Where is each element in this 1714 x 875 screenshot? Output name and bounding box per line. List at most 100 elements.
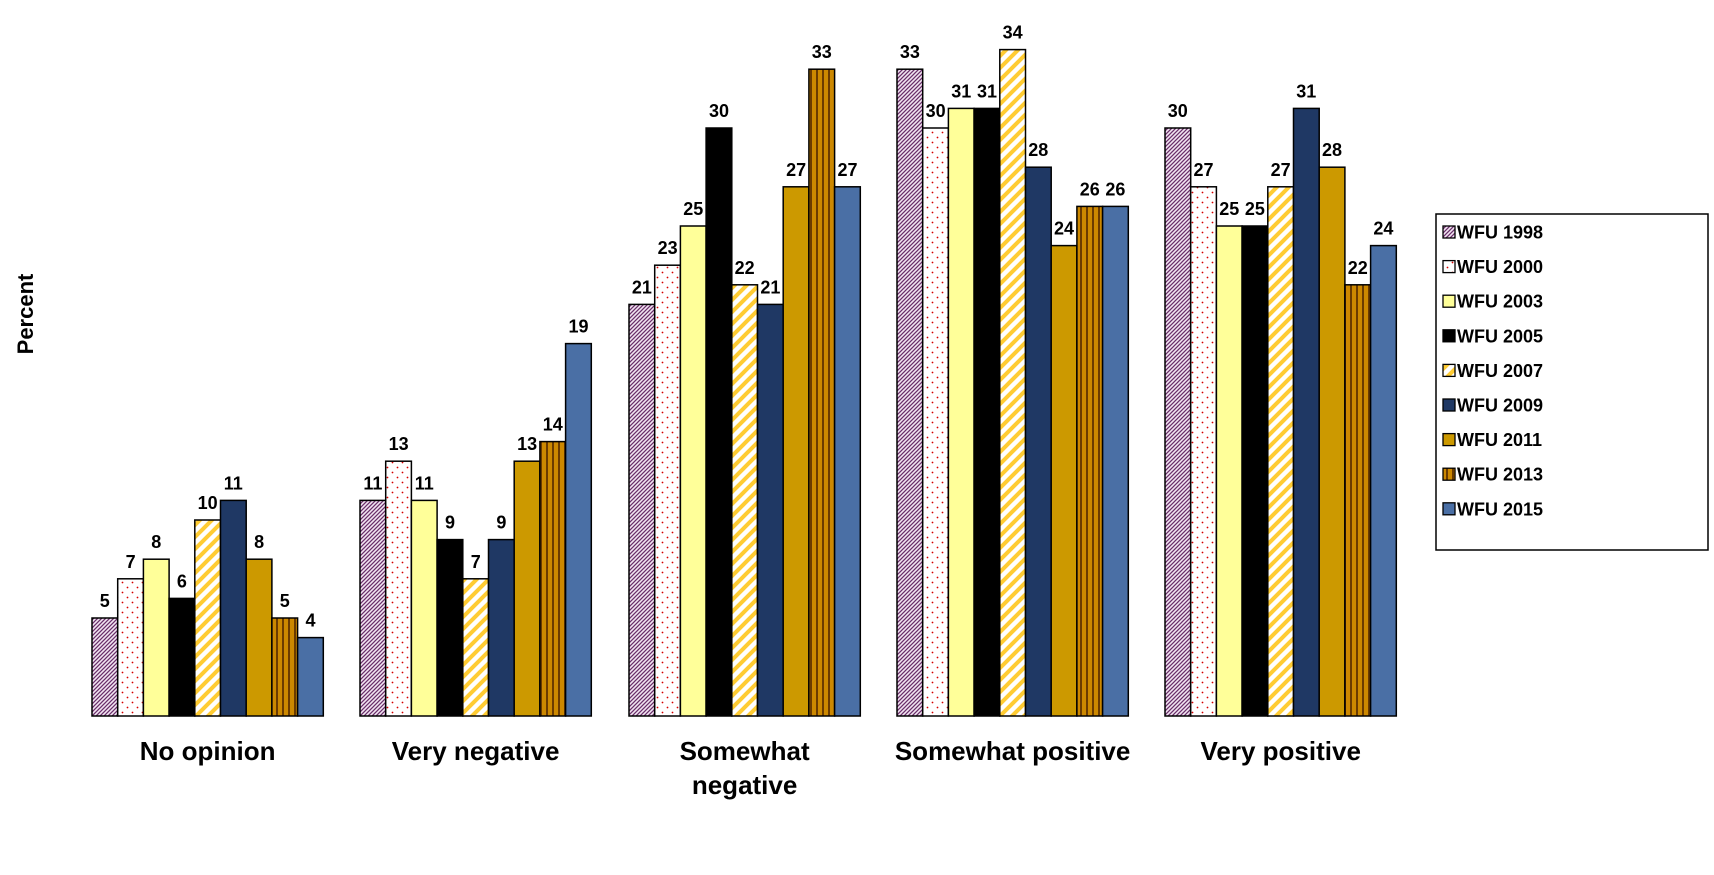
legend-label: WFU 2009 (1457, 396, 1543, 416)
data-label: 13 (389, 434, 409, 454)
data-label: 14 (543, 415, 563, 435)
data-label: 31 (1296, 81, 1316, 101)
data-label: 13 (517, 434, 537, 454)
category-label: Very negative (392, 736, 560, 766)
bar (1344, 284, 1372, 717)
data-label: 6 (177, 571, 187, 591)
bar (1024, 166, 1052, 717)
data-label: 10 (198, 493, 218, 513)
bar (833, 186, 862, 717)
bar (1241, 225, 1269, 717)
bar (679, 225, 707, 717)
bar (91, 617, 119, 717)
bar (462, 578, 490, 717)
data-label: 30 (1168, 101, 1188, 121)
data-label: 11 (415, 473, 434, 493)
legend-label: WFU 2013 (1457, 465, 1543, 485)
data-label: 5 (280, 591, 290, 611)
category-label: No opinion (140, 736, 276, 766)
bar (487, 538, 515, 717)
data-label: 26 (1105, 179, 1125, 199)
data-label: 22 (1348, 258, 1368, 278)
data-label: 27 (786, 160, 806, 180)
bar (168, 597, 196, 717)
bar (142, 558, 170, 717)
data-label: 9 (496, 513, 506, 533)
legend-label: WFU 2015 (1457, 499, 1543, 519)
data-label: 25 (1245, 199, 1265, 219)
data-label: 24 (1054, 219, 1074, 239)
data-label: 24 (1373, 219, 1393, 239)
legend-label: WFU 2003 (1457, 292, 1543, 312)
data-label: 9 (445, 513, 455, 533)
bar (808, 68, 836, 717)
legend: WFU 1998 WFU 2000 WFU 2003 WFU 2005 WFU 2007… (1435, 213, 1709, 551)
bar (756, 303, 784, 717)
bar (1050, 244, 1078, 717)
bar (1101, 205, 1130, 717)
data-label: 28 (1028, 140, 1048, 160)
bar (973, 107, 1001, 717)
bar (539, 440, 567, 717)
bar (999, 48, 1027, 717)
data-label: 26 (1080, 179, 1100, 199)
y-axis-label: Percent (13, 273, 38, 354)
data-label: 4 (305, 611, 315, 631)
bar (731, 284, 759, 717)
data-label: 19 (568, 317, 588, 337)
bar (947, 107, 975, 717)
bar (1164, 127, 1192, 717)
legend-swatch (1442, 294, 1456, 308)
data-label: 8 (151, 532, 161, 552)
bar (705, 127, 733, 717)
legend-swatch (1442, 259, 1456, 274)
data-label: 25 (683, 199, 703, 219)
legend-label: WFU 2005 (1457, 326, 1543, 346)
bar (1318, 166, 1346, 717)
data-label: 27 (1271, 160, 1291, 180)
bar (628, 303, 656, 717)
data-label: 30 (709, 101, 729, 121)
data-label: 27 (1193, 160, 1213, 180)
category-label: Somewhat negative (680, 736, 810, 800)
data-label: 31 (977, 81, 997, 101)
data-label: 34 (1003, 23, 1023, 43)
legend-label: WFU 2011 (1457, 430, 1542, 450)
data-label: 31 (951, 81, 971, 101)
data-label: 21 (632, 277, 652, 297)
bar (1215, 225, 1243, 717)
legend-swatch (1442, 432, 1456, 447)
bar (1267, 186, 1295, 717)
data-label: 33 (812, 42, 832, 62)
legend-swatch (1442, 398, 1456, 412)
data-label: 5 (100, 591, 110, 611)
bar (296, 636, 325, 717)
data-label: 11 (224, 473, 243, 493)
data-label: 23 (658, 238, 678, 258)
bar (653, 264, 682, 717)
data-label: 30 (926, 101, 946, 121)
bar (384, 460, 413, 717)
category-label: Somewhat positive (895, 736, 1131, 766)
legend-label: WFU 2000 (1457, 257, 1543, 277)
bar (1369, 244, 1398, 717)
bar (782, 186, 810, 717)
bar (410, 499, 438, 717)
bar (359, 499, 387, 717)
bar (513, 460, 541, 717)
data-label: 8 (254, 532, 264, 552)
data-label: 11 (363, 473, 382, 493)
data-label: 33 (900, 42, 920, 62)
bar (921, 127, 950, 717)
bar (245, 558, 273, 717)
legend-swatch (1442, 329, 1456, 343)
legend-swatch (1442, 363, 1456, 378)
legend-label: WFU 1998 (1457, 223, 1543, 243)
bar (1189, 186, 1218, 717)
legend-label: WFU 2007 (1457, 361, 1543, 381)
legend-box (1435, 213, 1709, 551)
legend-swatch (1442, 225, 1456, 239)
bar (1292, 107, 1320, 717)
bar (194, 519, 222, 717)
